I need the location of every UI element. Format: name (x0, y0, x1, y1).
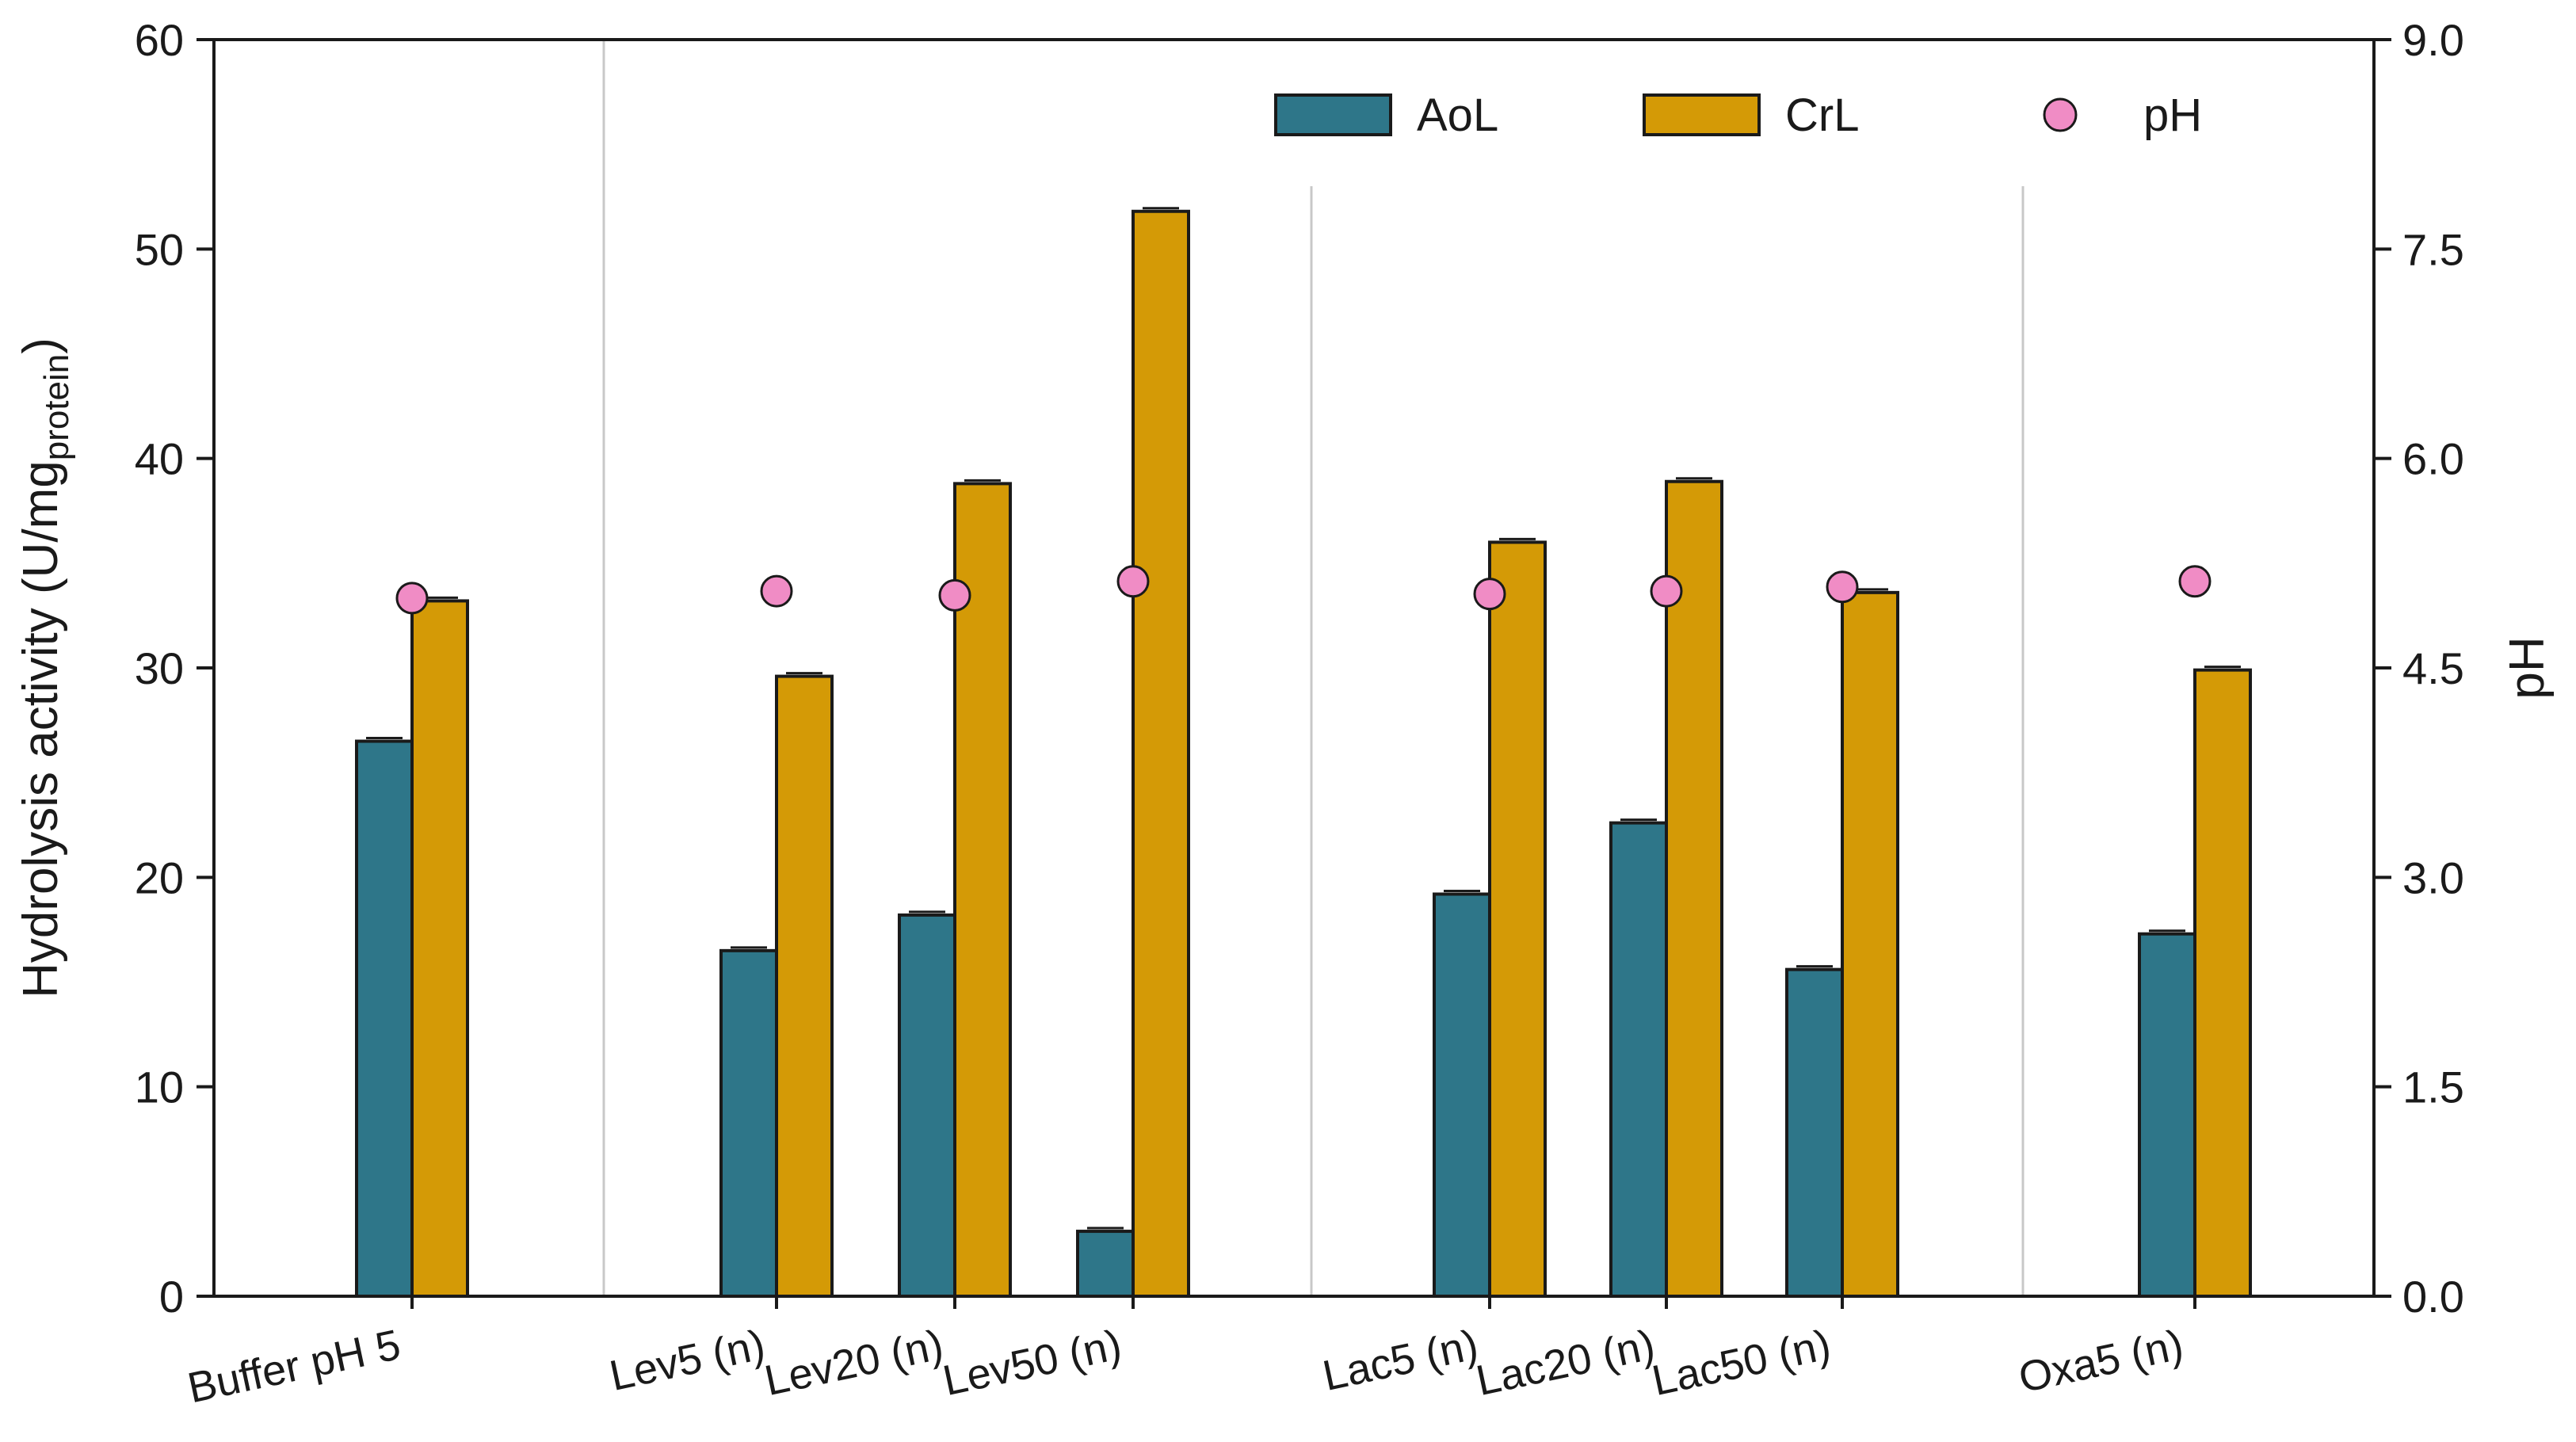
legend-label-ph: pH (2143, 90, 2202, 141)
bar-aol (355, 739, 414, 1298)
y-tick-label: 0 (159, 1272, 184, 1322)
legend-label-aol: AoL (1417, 90, 1498, 141)
bar-crl (953, 482, 1012, 1298)
bar-crl (1841, 590, 1899, 1298)
x-tick-label: Lev50 (n) (939, 1321, 1126, 1405)
y-axis-label-subscript: protein (37, 354, 76, 461)
right-y-tick-label: 7.5 (2402, 224, 2464, 274)
ph-point (1116, 565, 1150, 598)
right-y-axis-label: pH (2500, 636, 2555, 699)
bar-aol (719, 948, 778, 1298)
bar-crl (410, 599, 469, 1298)
bar-aol (1609, 821, 1668, 1298)
x-tick-label: Lev20 (n) (761, 1321, 948, 1405)
x-tick-label: Lev5 (n) (605, 1321, 769, 1400)
bar-aol (898, 913, 956, 1298)
right-y-tick-label: 9.0 (2402, 15, 2464, 65)
bar-crl (775, 674, 834, 1298)
legend-label-crl: CrL (1785, 90, 1859, 141)
ph-point (2178, 565, 2212, 598)
y-axis-label-main: Hydrolysis activity (U/mg (13, 460, 68, 998)
legend-swatch-crl (1643, 93, 1761, 136)
right-y-tick-label: 6.0 (2402, 434, 2464, 484)
y-tick-label: 30 (135, 643, 184, 693)
right-y-tick-label: 3.0 (2402, 853, 2464, 902)
ph-point (395, 582, 429, 615)
right-y-tick-label: 1.5 (2402, 1062, 2464, 1112)
x-tick-label: Lac5 (n) (1319, 1321, 1482, 1400)
y-axis-label-close: ) (13, 338, 68, 354)
bar-aol (2138, 932, 2196, 1299)
x-tick-label: Oxa5 (n) (2015, 1321, 2188, 1402)
bar-crl (1488, 540, 1547, 1298)
plot-frame (212, 38, 2376, 1298)
right-y-tick-label: 0.0 (2402, 1272, 2464, 1322)
y-tick-label: 60 (135, 15, 184, 65)
y-tick-label: 50 (135, 224, 184, 274)
y-tick-label: 10 (135, 1062, 184, 1112)
bar-crl (1132, 209, 1190, 1299)
x-tick-label: Buffer pH 5 (184, 1321, 405, 1412)
x-tick-label: Lac20 (n) (1472, 1321, 1659, 1405)
ph-point (1650, 574, 1683, 608)
bar-aol (1433, 892, 1491, 1298)
legend-marker-ph (2043, 97, 2078, 132)
x-tick-label: Lac50 (n) (1648, 1321, 1835, 1405)
ph-point (1826, 570, 1859, 604)
bar-aol (1785, 967, 1844, 1298)
y-tick-label: 40 (135, 434, 184, 484)
ph-point (938, 578, 971, 612)
bar-crl (2193, 668, 2252, 1298)
ph-point (1473, 578, 1506, 611)
y-axis-label: Hydrolysis activity (U/mgprotein) (13, 338, 76, 998)
bar-aol (1076, 1230, 1135, 1298)
legend-swatch-aol (1274, 93, 1392, 136)
ph-point (760, 574, 793, 608)
y-tick-label: 20 (135, 853, 184, 902)
right-y-tick-label: 4.5 (2402, 643, 2464, 693)
